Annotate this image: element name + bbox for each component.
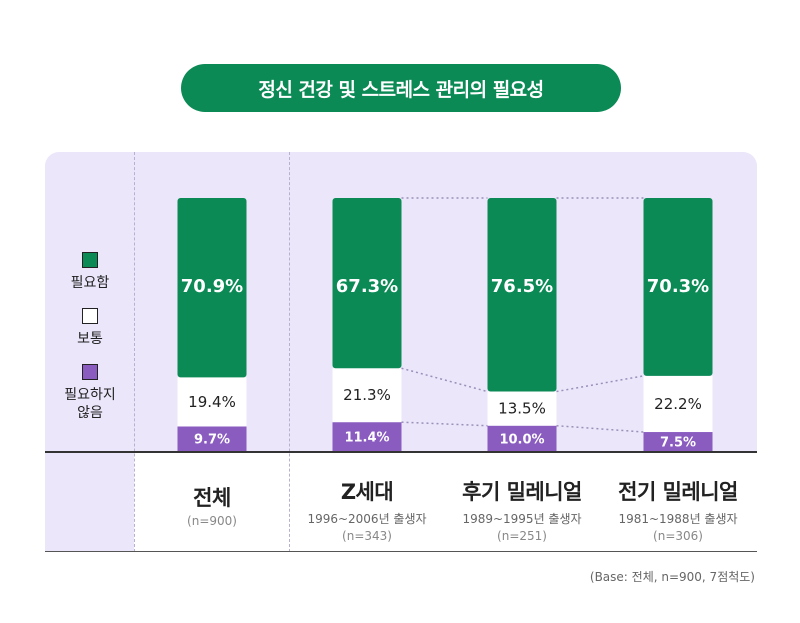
legend: 필요함 보통 필요하지 않음 <box>45 252 135 438</box>
legend-swatch-no-need <box>82 364 98 380</box>
data-label-no-need: 7.5% <box>660 436 696 451</box>
legend-label-neutral: 보통 <box>77 331 103 347</box>
chart-bottom-line <box>45 551 757 552</box>
data-label-no-need: 9.7% <box>194 433 230 448</box>
legend-item-no-need: 필요하지 않음 <box>45 364 135 422</box>
category-name: 전기 밀레니얼 <box>618 480 738 504</box>
legend-label-need: 필요함 <box>70 275 110 291</box>
bar-segment-no-need <box>487 425 557 451</box>
connector-line-no-need <box>401 421 488 427</box>
bar-segment-need <box>332 198 402 369</box>
legend-separator <box>134 152 135 552</box>
data-label-need: 70.9% <box>181 276 243 297</box>
footnote: (Base: 전체, n=900, 7점척도) <box>589 570 755 584</box>
chart-baseline <box>45 451 757 453</box>
legend-swatch-need <box>82 252 98 268</box>
data-label-neutral: 22.2% <box>654 395 702 413</box>
bar-segment-neutral <box>643 375 713 433</box>
data-label-no-need: 11.4% <box>344 431 389 446</box>
bar-segment-neutral <box>177 377 247 427</box>
category-n: (n=343) <box>342 529 392 543</box>
legend-swatch-neutral <box>82 308 98 324</box>
category-label-genz: Z세대 1996~2006년 출생자 (n=343) <box>277 476 457 543</box>
category-sub: 1981~1988년 출생자 <box>618 512 738 526</box>
category-label-band <box>134 452 757 552</box>
bar-segment-need <box>643 198 713 376</box>
legend-label-no-need: 필요하지 않음 <box>64 387 116 421</box>
category-n: (n=251) <box>497 529 547 543</box>
total-separator <box>289 152 290 552</box>
connector-line-neutral <box>401 367 488 393</box>
category-n: (n=306) <box>653 529 703 543</box>
category-sub: 1996~2006년 출생자 <box>307 512 427 526</box>
category-name: Z세대 <box>340 480 394 504</box>
category-label-early-millennial: 전기 밀레니얼 1981~1988년 출생자 (n=306) <box>588 476 768 543</box>
category-label-late-millennial: 후기 밀레니얼 1989~1995년 출생자 (n=251) <box>432 476 612 543</box>
connector-line-no-need <box>556 424 644 433</box>
bar-segment-no-need <box>332 422 402 451</box>
category-name: 전체 <box>193 486 231 510</box>
chart-title: 정신 건강 및 스트레스 관리의 필요성 <box>258 78 544 101</box>
category-label-total: 전체 (n=900) <box>122 482 302 528</box>
data-label-need: 70.3% <box>647 276 709 297</box>
data-label-neutral: 19.4% <box>188 393 236 411</box>
category-n: (n=900) <box>187 514 237 528</box>
connector-line-neutral <box>556 375 644 393</box>
category-name: 후기 밀레니얼 <box>462 480 582 504</box>
bar-segment-neutral <box>487 391 557 426</box>
bar-segment-need <box>177 198 247 378</box>
bar-segment-no-need <box>177 426 247 451</box>
data-label-neutral: 21.3% <box>343 386 391 404</box>
data-label-need: 67.3% <box>336 276 398 297</box>
data-label-need: 76.5% <box>491 276 553 297</box>
legend-item-need: 필요함 <box>45 252 135 292</box>
bar-segment-no-need <box>643 432 713 451</box>
legend-item-neutral: 보통 <box>45 308 135 348</box>
chart-title-pill: 정신 건강 및 스트레스 관리의 필요성 <box>181 64 621 112</box>
data-label-neutral: 13.5% <box>498 400 546 418</box>
bar-segment-neutral <box>332 368 402 423</box>
data-label-no-need: 10.0% <box>499 432 544 447</box>
category-sub: 1989~1995년 출생자 <box>462 512 582 526</box>
bar-segment-need <box>487 198 557 392</box>
